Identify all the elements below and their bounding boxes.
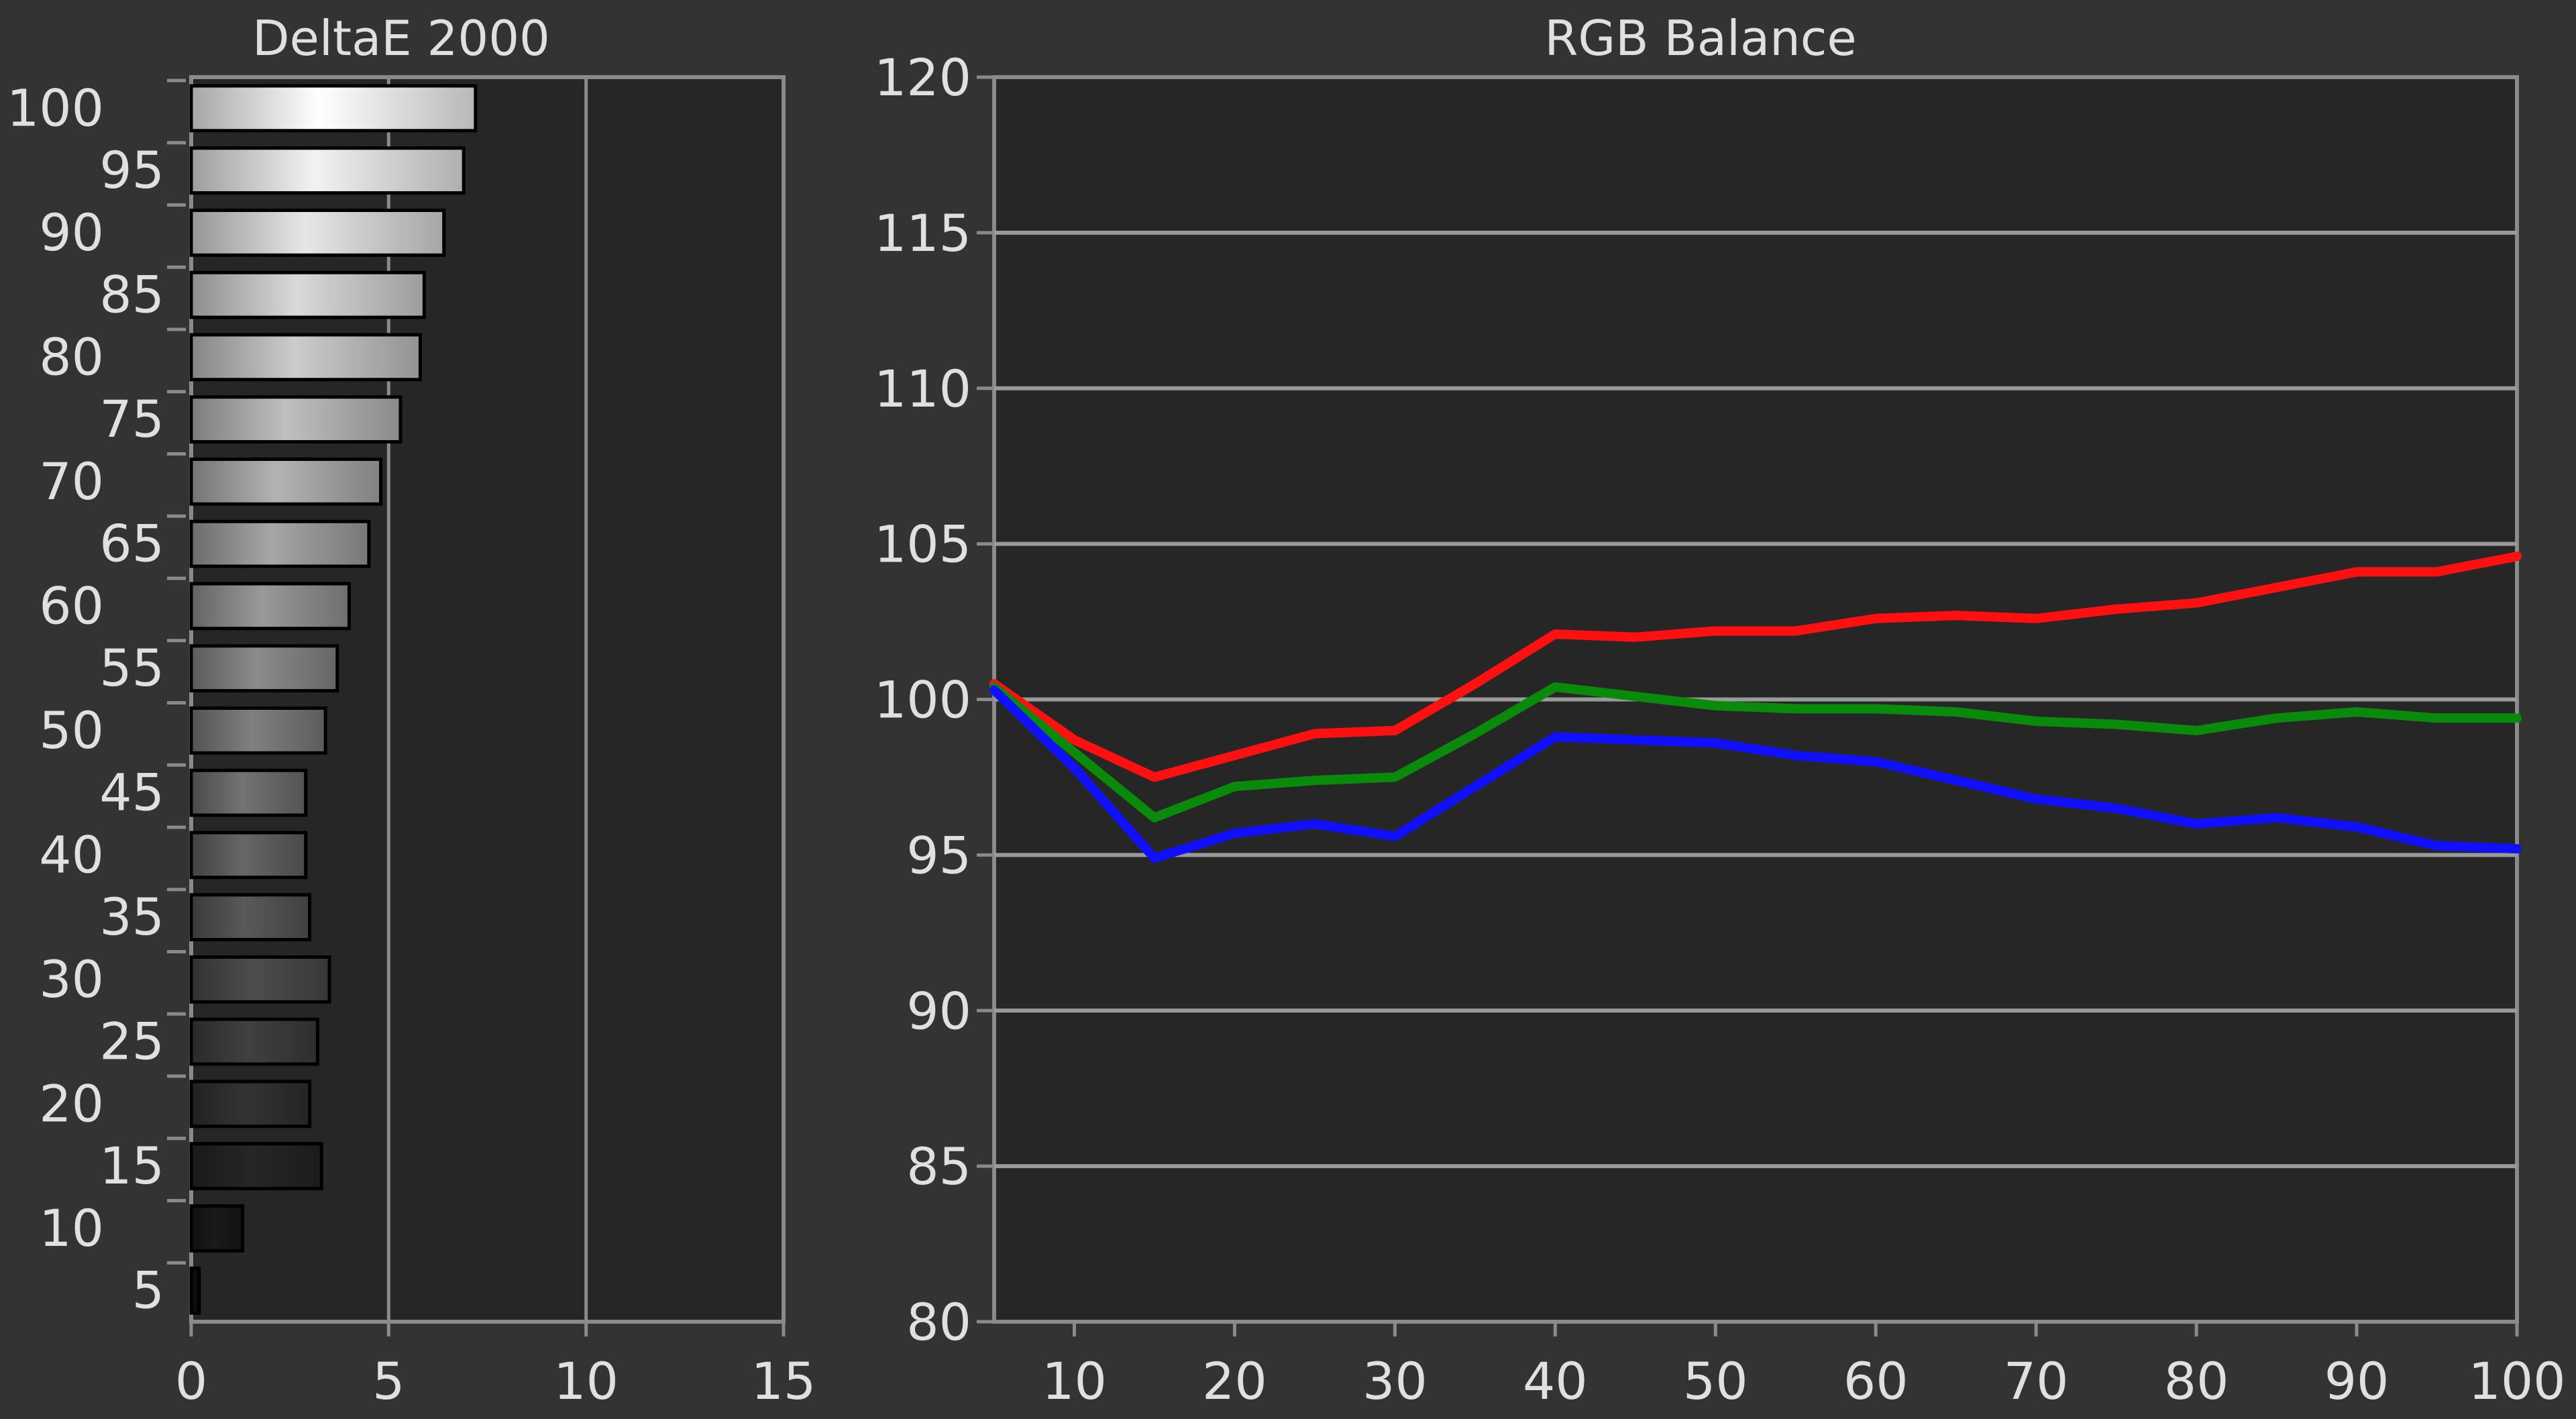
deltae-x-tick-label: 0 — [175, 1351, 207, 1411]
rgb-x-tick-label: 60 — [1843, 1351, 1909, 1411]
deltae-y-tick-label: 95 — [99, 140, 164, 200]
deltae-bar-shade — [191, 85, 476, 131]
rgb-y-tick-label: 120 — [874, 48, 971, 107]
deltae-bar-shade — [191, 1143, 322, 1189]
rgb-x-tick-label: 20 — [1202, 1351, 1267, 1411]
deltae-bar-shade — [191, 210, 444, 256]
deltae-bar-shade — [191, 645, 337, 691]
deltae-bar-shade — [191, 708, 326, 753]
deltae-bar-shade — [191, 148, 464, 193]
deltae-y-tick-label: 10 — [39, 1198, 104, 1258]
deltae-bar-shade — [191, 334, 421, 380]
deltae-bar-shade — [191, 459, 381, 505]
deltae-y-tick-label: 35 — [99, 887, 164, 947]
deltae-bar-shade — [191, 1081, 310, 1126]
deltae-x-tick-label: 10 — [553, 1351, 619, 1411]
rgb-x-tick-label: 50 — [1683, 1351, 1748, 1411]
rgb-x-tick-label: 10 — [1042, 1351, 1107, 1411]
rgb-y-tick-label: 85 — [906, 1137, 971, 1196]
rgb-y-tick-label: 95 — [906, 825, 971, 885]
deltae-bar-shade — [191, 1268, 199, 1314]
rgb-y-tick-label: 110 — [874, 359, 971, 419]
deltae-y-tick-label: 75 — [99, 389, 164, 449]
rgb-x-tick-label: 70 — [2004, 1351, 2069, 1411]
deltae-y-tick-label: 65 — [99, 514, 164, 574]
deltae-chart: DeltaE 2000 1009590858075706560555045403… — [7, 10, 816, 1411]
rgb-y-tick-label: 105 — [874, 515, 971, 574]
rgb-x-tick-label: 100 — [2468, 1351, 2565, 1411]
deltae-bar-shade — [191, 832, 306, 878]
rgb-balance-title: RGB Balance — [1544, 10, 1856, 66]
deltae-x-ticks: 0 5 10 15 — [175, 1322, 816, 1411]
deltae-y-tick-label: 85 — [99, 265, 164, 325]
deltae-plot-area — [189, 75, 786, 1324]
deltae-title: DeltaE 2000 — [252, 10, 550, 66]
deltae-bar-shade — [191, 1019, 318, 1065]
rgb-x-tick-label: 30 — [1362, 1351, 1428, 1411]
deltae-y-tick-label: 30 — [39, 949, 104, 1009]
deltae-y-tick-label: 5 — [132, 1261, 164, 1320]
rgb-x-tick-label: 40 — [1523, 1351, 1588, 1411]
deltae-bar-shade — [191, 770, 306, 816]
deltae-y-tick-label: 20 — [39, 1073, 104, 1133]
deltae-x-tick-label: 15 — [751, 1351, 816, 1411]
deltae-y-tick-label: 90 — [39, 203, 104, 262]
rgb-series-lines — [989, 551, 2522, 863]
rgb-gridlines — [994, 230, 2517, 1169]
deltae-bar-shade — [191, 1206, 243, 1251]
deltae-y-tick-label: 60 — [39, 576, 104, 635]
rgb-series-line — [989, 682, 2522, 823]
rgb-y-tick-label: 90 — [906, 981, 971, 1041]
rgb-y-tick-label: 115 — [874, 203, 971, 263]
deltae-y-tick-label: 70 — [39, 452, 104, 511]
deltae-y-tick-label: 80 — [39, 327, 104, 386]
rgb-balance-chart: RGB Balance 120 115 110 105 100 95 90 85 80 10 20… — [874, 10, 2566, 1411]
rgb-y-ticks: 120 115 110 105 100 95 90 85 80 — [874, 48, 994, 1352]
deltae-x-tick-label: 5 — [372, 1351, 405, 1411]
deltae-y-tick-label: 40 — [39, 825, 104, 884]
deltae-bar-shade — [191, 583, 350, 629]
rgb-x-ticks: 10 20 30 40 50 60 70 80 90 100 — [1042, 1322, 2566, 1411]
deltae-y-tick-label: 25 — [99, 1012, 164, 1071]
rgb-series-line — [989, 551, 2522, 782]
deltae-bar-shade — [191, 272, 425, 318]
deltae-y-tick-label: 45 — [99, 763, 164, 823]
deltae-bar-shade — [191, 521, 369, 567]
deltae-bar-shade — [191, 397, 400, 442]
deltae-bars — [189, 84, 478, 1315]
deltae-y-tick-label: 100 — [7, 78, 104, 138]
rgb-y-tick-label: 100 — [874, 670, 971, 730]
deltae-y-tick-label: 55 — [99, 638, 164, 698]
rgb-series-line — [989, 685, 2522, 863]
deltae-y-tick-label: 15 — [99, 1136, 164, 1196]
deltae-bar-shade — [191, 957, 330, 1002]
deltae-bar-shade — [191, 894, 310, 940]
deltae-y-tick-label: 50 — [39, 700, 104, 760]
rgb-x-tick-label: 80 — [2164, 1351, 2229, 1411]
rgb-y-tick-label: 80 — [906, 1292, 971, 1352]
rgb-x-tick-label: 90 — [2324, 1351, 2390, 1411]
